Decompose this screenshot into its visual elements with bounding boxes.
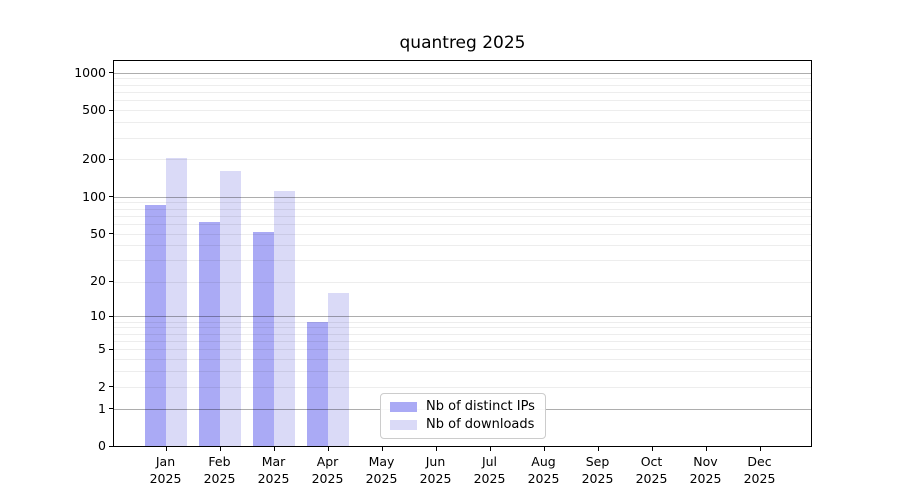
x-tick-label-apr: Apr 2025 (298, 454, 358, 487)
y-tick-mark-500 (109, 109, 113, 111)
y-tick-label-1: 1 (98, 400, 106, 416)
x-tick-mark-mar (273, 447, 275, 451)
y-tick-label-100: 100 (82, 188, 106, 204)
x-tick-mark-feb (219, 447, 221, 451)
y-tick-label-20: 20 (90, 273, 106, 289)
x-tick-year: 2025 (527, 470, 560, 486)
x-tick-label-sep: Sep 2025 (568, 454, 628, 487)
x-tick-mark-apr (327, 447, 329, 451)
bars-layer (114, 61, 811, 446)
legend-swatch-distinct-ips (390, 401, 417, 412)
plot-area: Nb of distinct IPs Nb of downloads (113, 60, 812, 447)
x-tick-year: 2025 (203, 470, 236, 486)
x-tick-year: 2025 (311, 470, 344, 486)
x-tick-label-jul: Jul 2025 (460, 454, 520, 487)
x-tick-month: Jul (481, 454, 498, 469)
x-tick-mark-jun (435, 447, 437, 451)
x-tick-mark-may (381, 447, 383, 451)
y-tick-mark-5 (109, 348, 113, 350)
y-tick-label-2: 2 (98, 378, 106, 394)
bar-distinct-ips-jan (144, 205, 166, 446)
y-tick-mark-200 (109, 158, 113, 160)
y-tick-label-200: 200 (82, 151, 106, 167)
y-tick-label-10: 10 (90, 308, 106, 324)
y-tick-mark-2 (109, 386, 113, 388)
x-tick-month: Aug (531, 454, 556, 469)
x-tick-label-nov: Nov 2025 (676, 454, 736, 487)
x-tick-year: 2025 (689, 470, 722, 486)
bar-downloads-apr (327, 292, 349, 446)
y-tick-mark-0 (109, 445, 113, 447)
bar-distinct-ips-feb (198, 222, 220, 446)
bar-distinct-ips-mar (252, 232, 274, 446)
legend-item-downloads: Nb of downloads (390, 417, 535, 432)
y-tick-label-5: 5 (98, 341, 106, 357)
x-tick-year: 2025 (257, 470, 290, 486)
x-tick-label-may: May 2025 (352, 454, 412, 487)
y-tick-label-50: 50 (90, 225, 106, 241)
x-tick-label-oct: Oct 2025 (622, 454, 682, 487)
bar-downloads-jan (165, 158, 187, 446)
x-tick-mark-dec (759, 447, 761, 451)
y-tick-mark-1 (109, 408, 113, 410)
x-tick-label-mar: Mar 2025 (244, 454, 304, 487)
x-tick-mark-aug (543, 447, 545, 451)
x-tick-mark-jul (489, 447, 491, 451)
chart-title: quantreg 2025 (399, 33, 526, 53)
x-tick-month: Jun (425, 454, 446, 469)
legend-item-distinct-ips: Nb of distinct IPs (390, 399, 535, 414)
x-tick-month: Sep (585, 454, 610, 469)
x-tick-month: Nov (693, 454, 718, 469)
legend-label-distinct-ips: Nb of distinct IPs (426, 399, 535, 414)
y-tick-mark-50 (109, 233, 113, 234)
x-tick-month: Oct (640, 454, 663, 469)
bar-downloads-feb (219, 171, 241, 446)
x-tick-year: 2025 (365, 470, 398, 486)
x-tick-mark-oct (651, 447, 653, 451)
legend-swatch-downloads (390, 419, 417, 430)
x-tick-year: 2025 (149, 470, 182, 486)
x-tick-month: May (368, 454, 395, 469)
x-tick-label-dec: Dec 2025 (730, 454, 790, 487)
x-tick-month: Dec (747, 454, 772, 469)
x-tick-mark-jan (165, 447, 167, 451)
legend-label-downloads: Nb of downloads (426, 417, 535, 432)
x-tick-year: 2025 (635, 470, 668, 486)
bar-distinct-ips-apr (306, 321, 328, 446)
y-tick-mark-100 (109, 196, 113, 198)
legend: Nb of distinct IPs Nb of downloads (380, 393, 546, 439)
x-tick-year: 2025 (581, 470, 614, 486)
x-tick-label-jun: Jun 2025 (406, 454, 466, 487)
y-tick-label-0: 0 (98, 438, 106, 453)
x-tick-label-feb: Feb 2025 (190, 454, 250, 487)
x-tick-mark-nov (705, 447, 707, 451)
x-tick-month: Mar (261, 454, 286, 469)
x-tick-month: Apr (316, 454, 339, 469)
y-tick-label-500: 500 (82, 102, 106, 118)
x-tick-year: 2025 (473, 470, 506, 486)
x-tick-label-jan: Jan 2025 (136, 454, 196, 487)
y-tick-mark-10 (109, 315, 113, 317)
y-tick-mark-1000 (109, 72, 113, 74)
x-tick-label-aug: Aug 2025 (514, 454, 574, 487)
y-tick-label-1000: 1000 (74, 64, 106, 80)
x-tick-month: Jan (155, 454, 176, 469)
x-tick-year: 2025 (419, 470, 452, 486)
x-tick-month: Feb (208, 454, 231, 469)
bar-downloads-mar (273, 190, 295, 446)
x-tick-mark-sep (597, 447, 599, 451)
x-tick-year: 2025 (743, 470, 776, 486)
y-tick-mark-20 (109, 280, 113, 282)
